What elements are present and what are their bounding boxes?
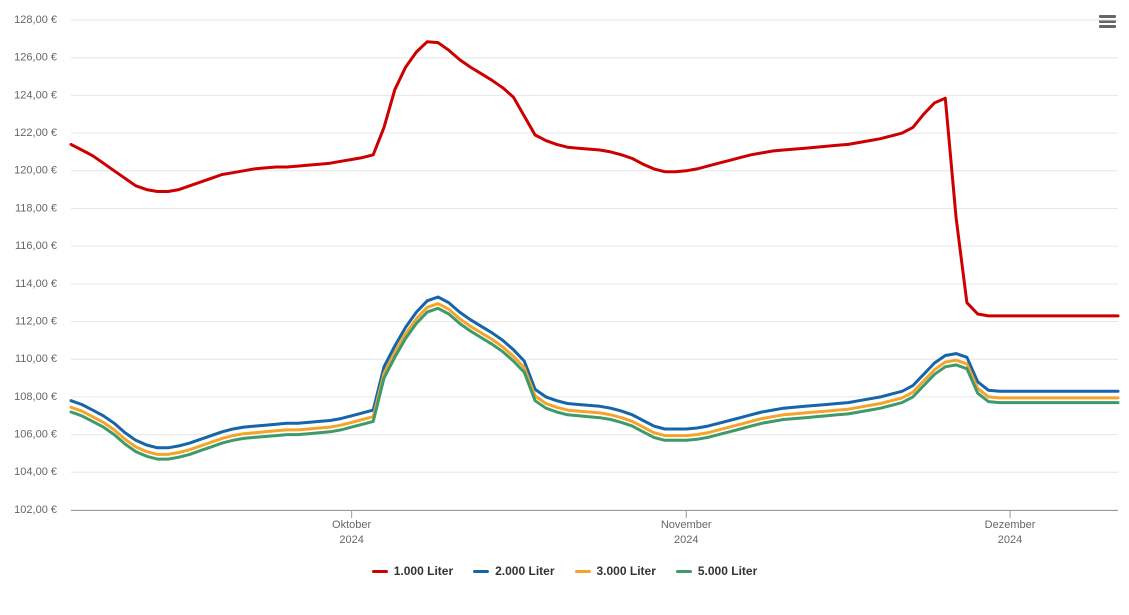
menu-button[interactable] [1092, 10, 1122, 34]
y-tick-label: 102,00 € [14, 504, 57, 516]
legend-label: 3.000 Liter [596, 564, 656, 578]
legend-swatch [473, 569, 490, 573]
series-line [69, 302, 1120, 456]
legend-label: 5.000 Liter [697, 564, 758, 578]
series-line [69, 306, 1120, 461]
y-tick-label: 112,00 € [15, 315, 57, 327]
x-tick-label: Dezember 2024 [984, 519, 1036, 546]
y-tick-label: 126,00 € [14, 52, 57, 64]
x-tick-label: Oktober 2024 [332, 519, 372, 546]
legend-item[interactable]: 3.000 Liter [574, 564, 656, 578]
legend-item[interactable]: 1.000 Liter [371, 564, 454, 578]
legend-label: 1.000 Liter [393, 564, 454, 578]
legend-swatch [574, 569, 591, 573]
y-tick-label: 116,00 € [15, 240, 57, 252]
series-line [69, 40, 1120, 318]
y-tick-label: 118,00 € [15, 202, 57, 214]
y-tick-label: 114,00 € [15, 278, 57, 290]
y-tick-label: 128,00 € [14, 14, 57, 26]
legend-item[interactable]: 5.000 Liter [675, 564, 758, 578]
legend: 1.000 Liter 2.000 Liter 3.000 Liter 5.000 L… [0, 564, 1129, 578]
y-tick-label: 104,00 € [14, 466, 57, 478]
legend-item[interactable]: 2.000 Liter [473, 564, 555, 578]
y-tick-label: 122,00 € [14, 127, 57, 139]
series-line [69, 295, 1120, 450]
x-tick-label: November 2024 [660, 519, 712, 546]
y-tick-label: 120,00 € [14, 165, 57, 177]
y-tick-label: 124,00 € [14, 89, 57, 101]
legend-swatch [675, 569, 692, 573]
legend-label: 2.000 Liter [495, 564, 555, 578]
y-tick-label: 108,00 € [14, 391, 57, 403]
y-tick-label: 106,00 € [14, 429, 57, 441]
legend-swatch [371, 569, 388, 573]
y-tick-label: 110,00 € [15, 353, 57, 365]
